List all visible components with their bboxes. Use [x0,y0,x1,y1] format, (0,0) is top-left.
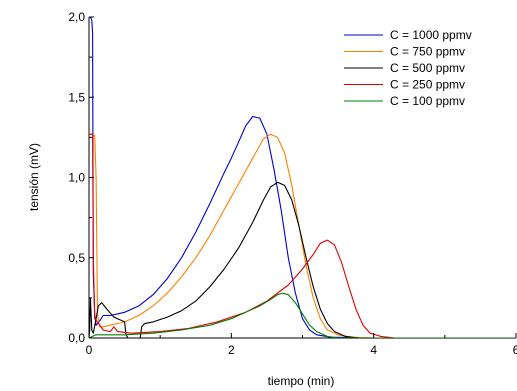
legend-label: C = 250 ppmv [390,78,465,92]
legend-label: C = 500 ppmv [390,61,465,75]
y-tick-label: 0,0 [68,331,85,345]
y-tick-label: 1,0 [68,171,85,185]
y-tick-label: 2,0 [68,10,85,24]
series-line-4 [89,134,516,338]
series-line-2 [89,134,516,338]
series-line-5 [89,293,516,338]
x-tick-label: 0 [86,343,93,357]
x-axis-title: tiempo (min) [268,374,335,388]
legend-label: C = 1000 ppmv [390,28,472,42]
x-tick-label: 2 [228,343,235,357]
legend-label: C = 750 ppmv [390,45,465,59]
y-tick-label: 1,5 [68,90,85,104]
legend-label: C = 100 ppmv [390,94,465,108]
x-tick-label: 6 [513,343,517,357]
y-axis-title: tensión (mV) [27,143,41,211]
y-tick-label: 0,5 [68,251,85,265]
legend: C = 1000 ppmv C = 750 ppmv C = 500 ppmv C =… [344,28,472,108]
x-tick-label: 4 [370,343,377,357]
